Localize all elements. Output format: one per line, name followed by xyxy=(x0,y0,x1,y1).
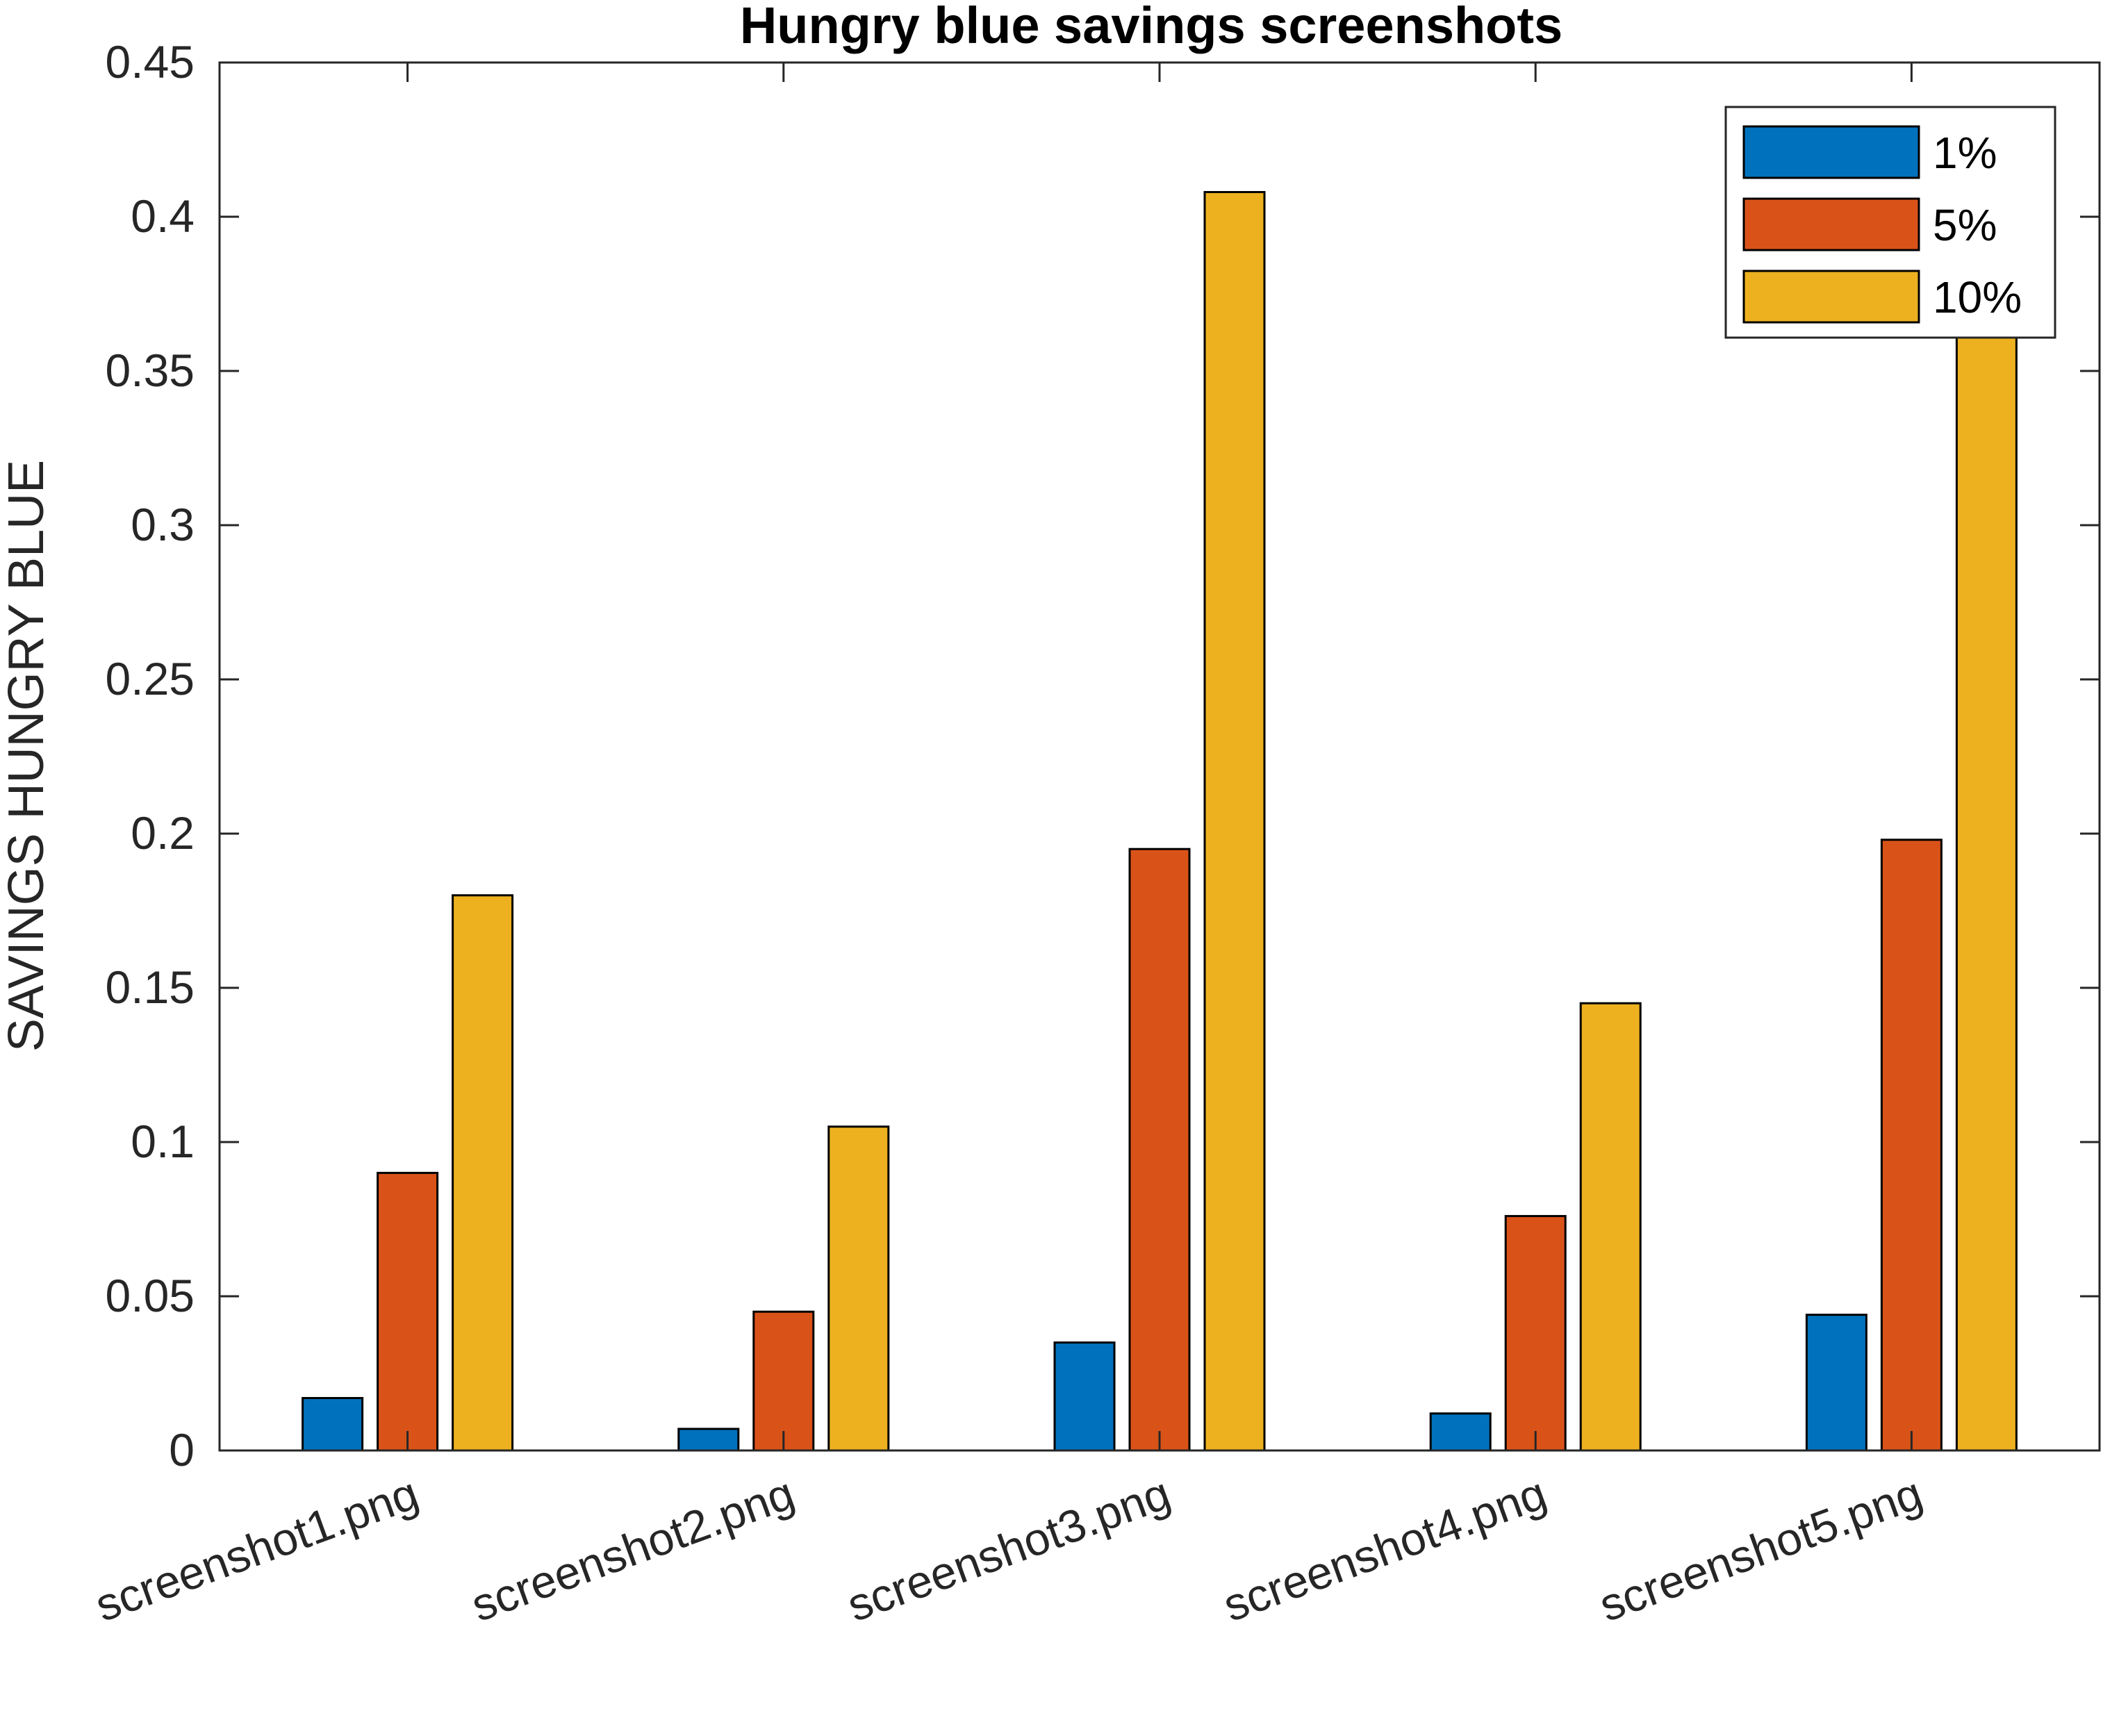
bar xyxy=(1805,1314,1867,1452)
y-tick-label: 0.3 xyxy=(131,499,195,550)
legend-label: 10% xyxy=(1933,272,2022,322)
bar xyxy=(1955,249,2018,1452)
x-tick-label: screenshot1.png xyxy=(88,1467,424,1631)
legend-swatch xyxy=(1742,270,1920,324)
bar xyxy=(302,1397,364,1452)
y-tick-label: 0.2 xyxy=(131,807,195,859)
bar xyxy=(1504,1215,1567,1452)
bar xyxy=(1429,1412,1492,1452)
legend-label: 1% xyxy=(1933,128,1997,178)
legend: 1% 5% 10% xyxy=(1724,106,2056,339)
x-tick-label: screenshot3.png xyxy=(841,1467,1177,1631)
bar xyxy=(1579,1002,1642,1452)
bar xyxy=(1880,838,1943,1452)
y-tick-label: 0.4 xyxy=(131,190,195,242)
y-tick-label: 0.1 xyxy=(131,1116,195,1167)
y-tick-label: 0.05 xyxy=(106,1270,195,1321)
bar xyxy=(1128,848,1191,1452)
bar xyxy=(677,1428,740,1452)
y-tick-label: 0.45 xyxy=(106,36,195,88)
legend-swatch xyxy=(1742,125,1920,179)
y-tick-label: 0 xyxy=(169,1424,195,1475)
x-tick-label: screenshot5.png xyxy=(1592,1467,1929,1631)
bar xyxy=(827,1125,890,1452)
bars-layer xyxy=(302,190,2018,1452)
legend-swatch xyxy=(1742,197,1920,251)
bar xyxy=(752,1310,815,1452)
x-tick-label: screenshot2.png xyxy=(465,1467,801,1631)
bar xyxy=(377,1171,439,1452)
y-axis-label: SAVINGS HUNGRY BLUE xyxy=(0,460,54,1052)
bar xyxy=(1053,1341,1116,1452)
y-tick-label: 0.35 xyxy=(106,345,195,396)
bar xyxy=(452,894,514,1452)
x-tick-label: screenshot4.png xyxy=(1217,1467,1553,1631)
chart-title: Hungry blue savings screenshots xyxy=(740,0,1562,54)
y-tick-label: 0.15 xyxy=(106,961,195,1013)
y-tick-label: 0.25 xyxy=(106,653,195,704)
bar xyxy=(1203,190,1266,1452)
legend-label: 5% xyxy=(1933,200,1997,250)
